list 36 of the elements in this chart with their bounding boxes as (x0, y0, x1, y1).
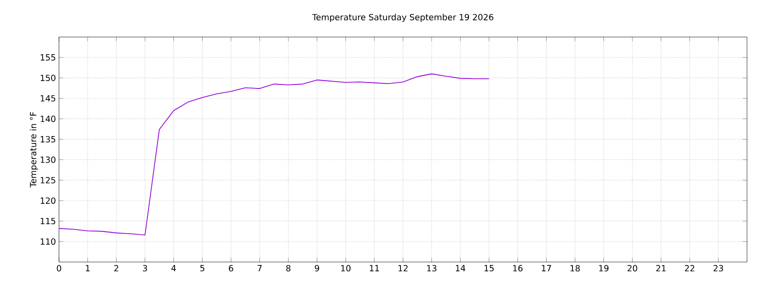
x-tick-label: 1 (86, 265, 90, 272)
x-tick-label: 20 (628, 265, 638, 272)
chart-title: Temperature Saturday September 19 2026 (312, 14, 494, 22)
x-tick-label: 18 (570, 265, 580, 272)
x-tick-label: 9 (314, 265, 320, 272)
y-tick-label: 155 (40, 54, 56, 61)
y-tick-label: 125 (40, 176, 56, 184)
x-tick-label: 22 (684, 265, 694, 272)
x-tick-label: 7 (258, 265, 262, 272)
x-tick-label: 21 (656, 265, 666, 272)
x-tick-label: 13 (427, 265, 436, 272)
x-tick-label: 16 (513, 265, 523, 272)
x-tick-label: 8 (286, 265, 290, 272)
x-tick-label: 10 (341, 265, 350, 272)
x-tick-label: 4 (171, 265, 176, 272)
y-tick-label: 115 (40, 218, 56, 224)
x-tick-label: 23 (714, 265, 724, 272)
y-tick-label: 135 (40, 136, 56, 142)
x-tick-label: 2 (114, 265, 118, 272)
x-tick-label: 0 (56, 265, 62, 272)
x-tick-label: 17 (542, 265, 552, 272)
x-tick-label: 11 (370, 265, 379, 272)
x-tick-label: 19 (599, 265, 608, 272)
y-tick-label: 110 (40, 238, 56, 245)
x-tick-label: 15 (484, 265, 494, 272)
y-tick-label: 120 (40, 197, 56, 204)
y-tick-label: 145 (40, 95, 56, 102)
x-tick-label: 5 (200, 265, 204, 272)
x-tick-label: 6 (228, 265, 234, 272)
y-axis-title: Temperature in °F (30, 112, 38, 188)
x-tick-label: 12 (398, 265, 408, 272)
y-tick-label: 150 (40, 74, 56, 82)
y-tick-label: 130 (40, 156, 56, 163)
x-tick-label: 3 (142, 265, 148, 272)
y-tick-label: 140 (40, 116, 56, 122)
x-tick-label: 14 (456, 265, 466, 272)
